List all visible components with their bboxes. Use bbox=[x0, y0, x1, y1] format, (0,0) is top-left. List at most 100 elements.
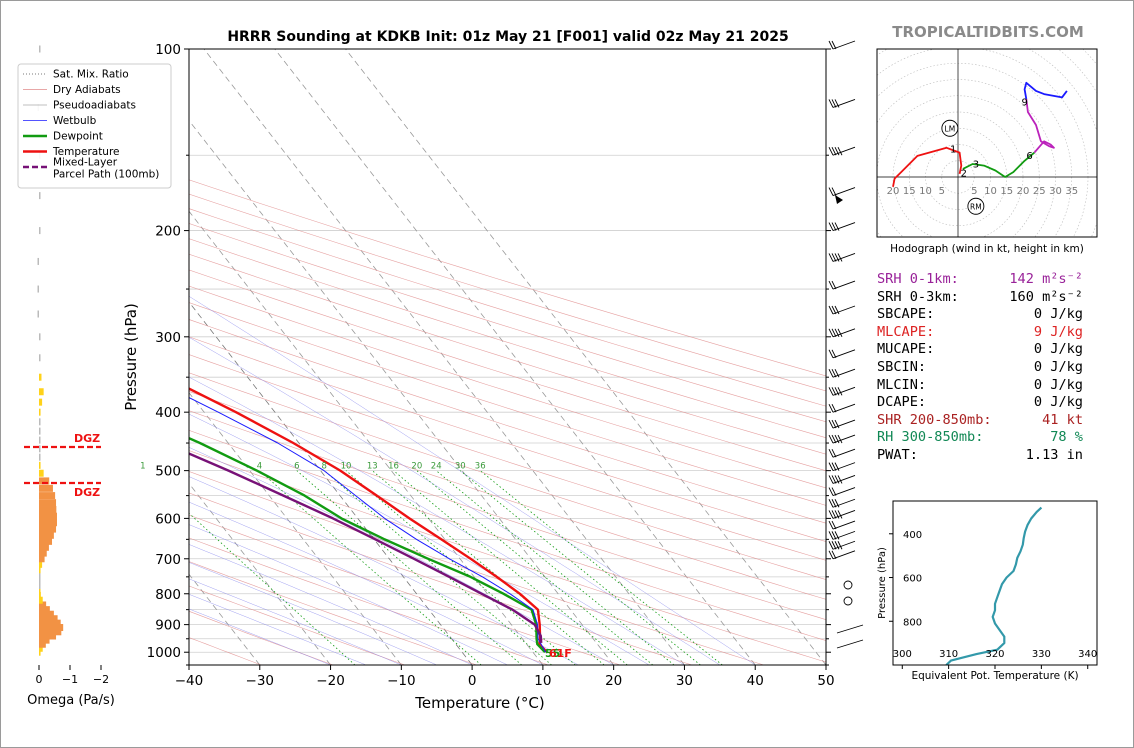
wind-barb-flag bbox=[834, 328, 840, 338]
y-tick-label: 600 bbox=[155, 511, 181, 527]
hodograph-segment-3-6km bbox=[1025, 98, 1055, 154]
omega-bar bbox=[39, 576, 41, 584]
skewt-x-axis-label: Temperature (°C) bbox=[414, 694, 544, 712]
wind-barb-flag bbox=[828, 434, 834, 444]
mixing-ratio-label: 20 bbox=[411, 462, 422, 472]
wind-barb-staff bbox=[832, 520, 856, 530]
wind-barb-flag bbox=[828, 40, 834, 50]
hodograph-ring-label: 5 bbox=[971, 186, 977, 197]
wind-barb-flag bbox=[834, 475, 840, 484]
hodograph-ring-label: 10 bbox=[984, 186, 997, 197]
wind-barb-flag bbox=[834, 305, 840, 315]
isotherm-line bbox=[189, 210, 544, 665]
stat-row: DCAPE: 0 J/kg bbox=[877, 394, 1117, 412]
hodograph-height-label: 3 bbox=[973, 159, 979, 170]
wind-barb-staff bbox=[832, 487, 856, 497]
stat-label: SBCIN: bbox=[877, 358, 927, 375]
wind-barb-flag bbox=[831, 531, 837, 540]
wind-barb-flag bbox=[834, 541, 840, 550]
x-tick-label: 10 bbox=[534, 673, 551, 689]
omega-bar bbox=[39, 398, 43, 406]
wind-barb-flag bbox=[831, 187, 837, 196]
dgz-label-bottom: DGZ bbox=[74, 486, 100, 499]
pseudoadiabat bbox=[189, 337, 720, 665]
y-tick-label: 800 bbox=[155, 587, 181, 603]
omega-bar bbox=[39, 560, 43, 568]
wind-barb-staff bbox=[832, 462, 856, 472]
mixing-ratio-label: 8 bbox=[322, 462, 327, 472]
storm-motion-label-lm: LM bbox=[945, 124, 956, 133]
hodograph-segment-1-3km bbox=[962, 151, 1035, 178]
hodograph-frame bbox=[876, 48, 1098, 238]
wind-barb-flag bbox=[828, 328, 834, 338]
omega-bar bbox=[39, 543, 49, 551]
legend-label: Mixed-Layer Parcel Path (100mb) bbox=[53, 157, 159, 181]
wind-barb-flag bbox=[837, 253, 843, 262]
dry-adiabat bbox=[189, 269, 826, 472]
omega-bar bbox=[39, 586, 41, 594]
wind-barb-staff bbox=[832, 305, 856, 315]
wind-barb-flag bbox=[828, 253, 834, 262]
dry-adiabat bbox=[189, 537, 549, 665]
pseudoadiabat bbox=[189, 295, 756, 665]
storm-motion-marker-rm bbox=[967, 197, 985, 215]
theta-x-tick-label: 320 bbox=[985, 649, 1004, 660]
isotherm-line bbox=[189, 482, 331, 665]
wind-barb-flag bbox=[831, 99, 837, 108]
isotherm-line bbox=[345, 49, 826, 665]
x-tick-label: 30 bbox=[676, 673, 693, 689]
omega-bar bbox=[39, 45, 41, 53]
legend-label: Pseudoadiabats bbox=[53, 100, 136, 112]
theta-e-line bbox=[945, 506, 1043, 665]
wind-barb-staff bbox=[832, 509, 856, 519]
skewt-background-lines bbox=[189, 49, 826, 665]
omega-bar bbox=[39, 477, 50, 485]
wind-barb-flag bbox=[828, 305, 834, 315]
stat-label: SBCAPE: bbox=[877, 306, 935, 323]
omega-bar bbox=[39, 648, 41, 656]
stat-value: 160 m²s⁻² bbox=[1009, 288, 1083, 305]
wind-barb-staff bbox=[836, 624, 864, 634]
dry-adiabat bbox=[189, 429, 826, 641]
omega-bar bbox=[39, 499, 57, 507]
omega-bar bbox=[39, 628, 62, 636]
omega-bar bbox=[39, 445, 41, 453]
wind-barb-staff bbox=[832, 530, 856, 540]
hodograph-segment-0-1km bbox=[892, 146, 963, 187]
storm-motion-label-rm: RM bbox=[970, 202, 982, 211]
dry-adiabat bbox=[189, 223, 826, 423]
x-tick-label: 0 bbox=[468, 673, 477, 689]
wind-barb-flag bbox=[834, 419, 840, 429]
theta-y-tick-label: 400 bbox=[903, 530, 922, 541]
wind-barb-flag bbox=[828, 222, 834, 231]
wind-barbs bbox=[828, 40, 864, 649]
wind-barb-flag bbox=[828, 475, 834, 484]
stats-table: SRH 0-1km: 142 m²s⁻² SRH 0-3km: 160 m²s⁻² SB… bbox=[877, 271, 1117, 465]
dry-adiabat bbox=[189, 410, 826, 620]
omega-bar bbox=[39, 624, 64, 632]
omega-x-tick-label: −2 bbox=[93, 673, 109, 686]
stat-row: RH 300-850mb: 78 % bbox=[877, 429, 1117, 447]
omega-bar bbox=[39, 636, 50, 644]
dgz-label-top: DGZ bbox=[74, 432, 100, 445]
wind-barb-flag bbox=[834, 368, 840, 378]
wind-barb-staff bbox=[832, 187, 856, 197]
wind-barb-flag bbox=[828, 448, 834, 458]
legend-label: Sat. Mix. Ratio bbox=[53, 69, 129, 81]
omega-bar bbox=[39, 492, 56, 500]
skewt-frame bbox=[188, 48, 827, 666]
stat-value: 0 J/kg bbox=[1033, 376, 1083, 393]
omega-bar bbox=[39, 388, 44, 396]
theta-e-frame bbox=[892, 500, 1098, 666]
wind-barb-flag bbox=[828, 462, 834, 471]
omega-bar bbox=[39, 531, 54, 539]
mixing-ratio-label: 16 bbox=[388, 462, 399, 472]
wind-barb-flag bbox=[831, 434, 837, 444]
omega-bar bbox=[39, 549, 47, 557]
omega-x-tick-label: 0 bbox=[36, 673, 43, 686]
pseudoadiabat bbox=[189, 608, 331, 665]
mixing-ratio-line bbox=[345, 470, 576, 665]
stat-label: SRH 0-3km: bbox=[877, 288, 959, 305]
